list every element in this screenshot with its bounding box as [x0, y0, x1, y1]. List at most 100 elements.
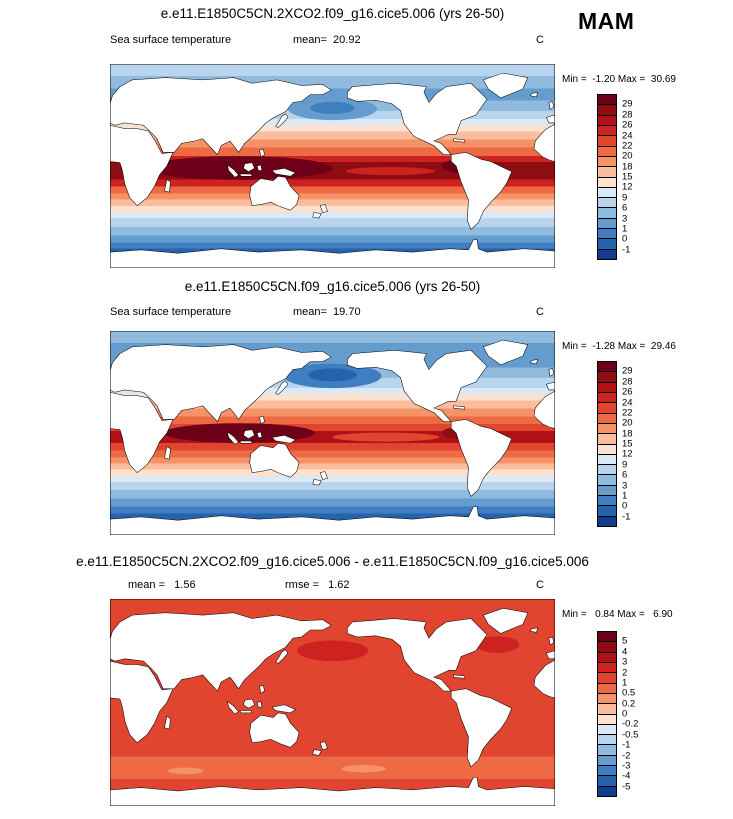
colorbar-cell	[598, 372, 616, 383]
colorbar-cells	[597, 361, 617, 527]
panel-title: e.e11.E1850C5CN.2XCO2.f09_g16.cice5.006 …	[76, 554, 589, 569]
colorbar-tick-label: -1	[622, 244, 631, 256]
colorbar-cell	[598, 156, 616, 168]
colorbar-cell	[598, 187, 616, 199]
colorbar-tick-label: 29	[622, 98, 633, 110]
colorbar-tick-label: 18	[622, 161, 633, 173]
colorbar-cell	[598, 652, 616, 663]
colorbar-tick-label: 9	[622, 192, 628, 204]
colorbar: 5 4 3 2 1 0.5 0.2 0 -0.2 -0.5 -1 -2 -3 -4 -5	[597, 631, 657, 797]
colorbar-tick-label: 24	[622, 130, 633, 141]
colorbar-tick-label: 1	[622, 223, 628, 235]
panel-title: e.e11.E1850C5CN.2XCO2.f09_g16.cice5.006 …	[160, 6, 505, 21]
colorbar-cell	[598, 506, 616, 517]
colorbar-cell	[598, 403, 616, 414]
minmax-label: Min = 0.84 Max = 6.90	[562, 609, 673, 620]
colorbar-tick-label: 0.5	[622, 687, 636, 699]
colorbar-tick-label: -1	[622, 739, 631, 751]
colorbar-tick-label: 4	[622, 646, 628, 658]
colorbar-tick-label: 0	[622, 500, 628, 512]
colorbar-cell	[598, 95, 616, 106]
colorbar-cell	[598, 683, 616, 694]
panel-title: e.e11.E1850C5CN.f09_g16.cice5.006 (yrs 2…	[184, 279, 481, 294]
sst-anomaly-blobs	[167, 636, 520, 776]
colorbar-cell	[598, 198, 616, 209]
sst-blob	[345, 167, 435, 176]
colorbar-cell	[598, 146, 616, 157]
sst-map-svg	[110, 64, 555, 268]
sst-diff-map-svg	[110, 599, 555, 806]
colorbar-cell	[598, 632, 616, 643]
colorbar-cells	[597, 94, 617, 260]
units-label: C	[536, 306, 544, 318]
colorbar-tick-label: 0	[622, 233, 628, 245]
field-label: Sea surface temperature	[110, 34, 232, 46]
colorbar-tick-label: 12	[622, 448, 633, 460]
sst-blob	[474, 636, 520, 653]
colorbar-cell	[598, 229, 616, 240]
units-label: C	[536, 34, 544, 46]
colorbar-cell	[598, 208, 616, 219]
sst-blob	[332, 432, 440, 442]
colorbar-tick-label: -5	[622, 781, 631, 793]
sst-blob	[145, 156, 333, 180]
mean-stat: mean = 1.56	[128, 579, 196, 591]
colorbar-tick-label: 24	[622, 397, 633, 408]
colorbar-cell	[598, 239, 616, 250]
colorbar-cell	[598, 392, 616, 404]
colorbar-tick-label: 20	[622, 417, 633, 429]
season-label: MAM	[578, 8, 635, 34]
panel-difference: e.e11.E1850C5CN.2XCO2.f09_g16.cice5.006 …	[0, 546, 733, 819]
colorbar-cell	[598, 766, 616, 777]
map-2xco2	[110, 64, 555, 268]
colorbar-tick-label: 5	[622, 635, 628, 647]
sst-map-svg	[110, 331, 555, 535]
colorbar-cell	[598, 475, 616, 486]
colorbar-cell	[598, 724, 616, 736]
colorbar-cell	[598, 735, 616, 746]
colorbar-cell	[598, 693, 616, 705]
colorbar-cell	[598, 662, 616, 674]
colorbar-tick-label: 15	[622, 171, 633, 183]
colorbar: 29 28 26 24 22 20 18 15 12 9 6 3 1 0 -1	[597, 94, 657, 260]
colorbar-cell	[598, 167, 616, 178]
colorbar-tick-label: 3	[622, 213, 628, 224]
sst-blob	[234, 769, 280, 776]
colorbar-cell	[598, 136, 616, 147]
sst-blob	[167, 767, 204, 775]
colorbar-tick-label: 15	[622, 438, 633, 450]
colorbar-tick-label: 6	[622, 469, 628, 481]
colorbar-cell	[598, 454, 616, 466]
colorbar-tick-label: -0.2	[622, 718, 639, 730]
colorbar-tick-label: 0.2	[622, 698, 636, 710]
colorbar-cell	[598, 642, 616, 653]
colorbar-tick-label: 22	[622, 407, 633, 419]
colorbar-cell	[598, 218, 616, 230]
colorbar-tick-label: 3	[622, 480, 628, 491]
colorbar-cell	[598, 704, 616, 715]
colorbar-tick-label: -2	[622, 750, 631, 761]
colorbar-cell	[598, 423, 616, 435]
colorbar-tick-label: 18	[622, 428, 633, 440]
colorbar-tick-label: -0.5	[622, 729, 639, 741]
colorbar-tick-label: 3	[622, 656, 628, 668]
colorbar-cell	[598, 786, 616, 796]
colorbar-tick-label: 1	[622, 677, 628, 689]
colorbar-tick-label: -3	[622, 760, 631, 772]
map-control	[110, 331, 555, 535]
colorbar-cell	[598, 444, 616, 455]
sst-blob	[308, 368, 357, 382]
colorbar-tick-label: 29	[622, 365, 633, 377]
colorbar-cell	[598, 673, 616, 684]
colorbar-tick-label: -1	[622, 511, 631, 523]
colorbar-cell	[598, 249, 616, 259]
colorbar-tick-label: 28	[622, 109, 633, 121]
rmse-stat: rmse = 1.62	[285, 579, 350, 591]
colorbar: 29 28 26 24 22 20 18 15 12 9 6 3 1 0 -1	[597, 361, 657, 527]
minmax-label: Min = -1.20 Max = 30.69	[562, 74, 676, 85]
sst-blob	[341, 765, 386, 773]
colorbar-cell	[598, 413, 616, 424]
sst-anomaly-blobs	[163, 363, 482, 443]
colorbar-tick-label: 6	[622, 202, 628, 214]
